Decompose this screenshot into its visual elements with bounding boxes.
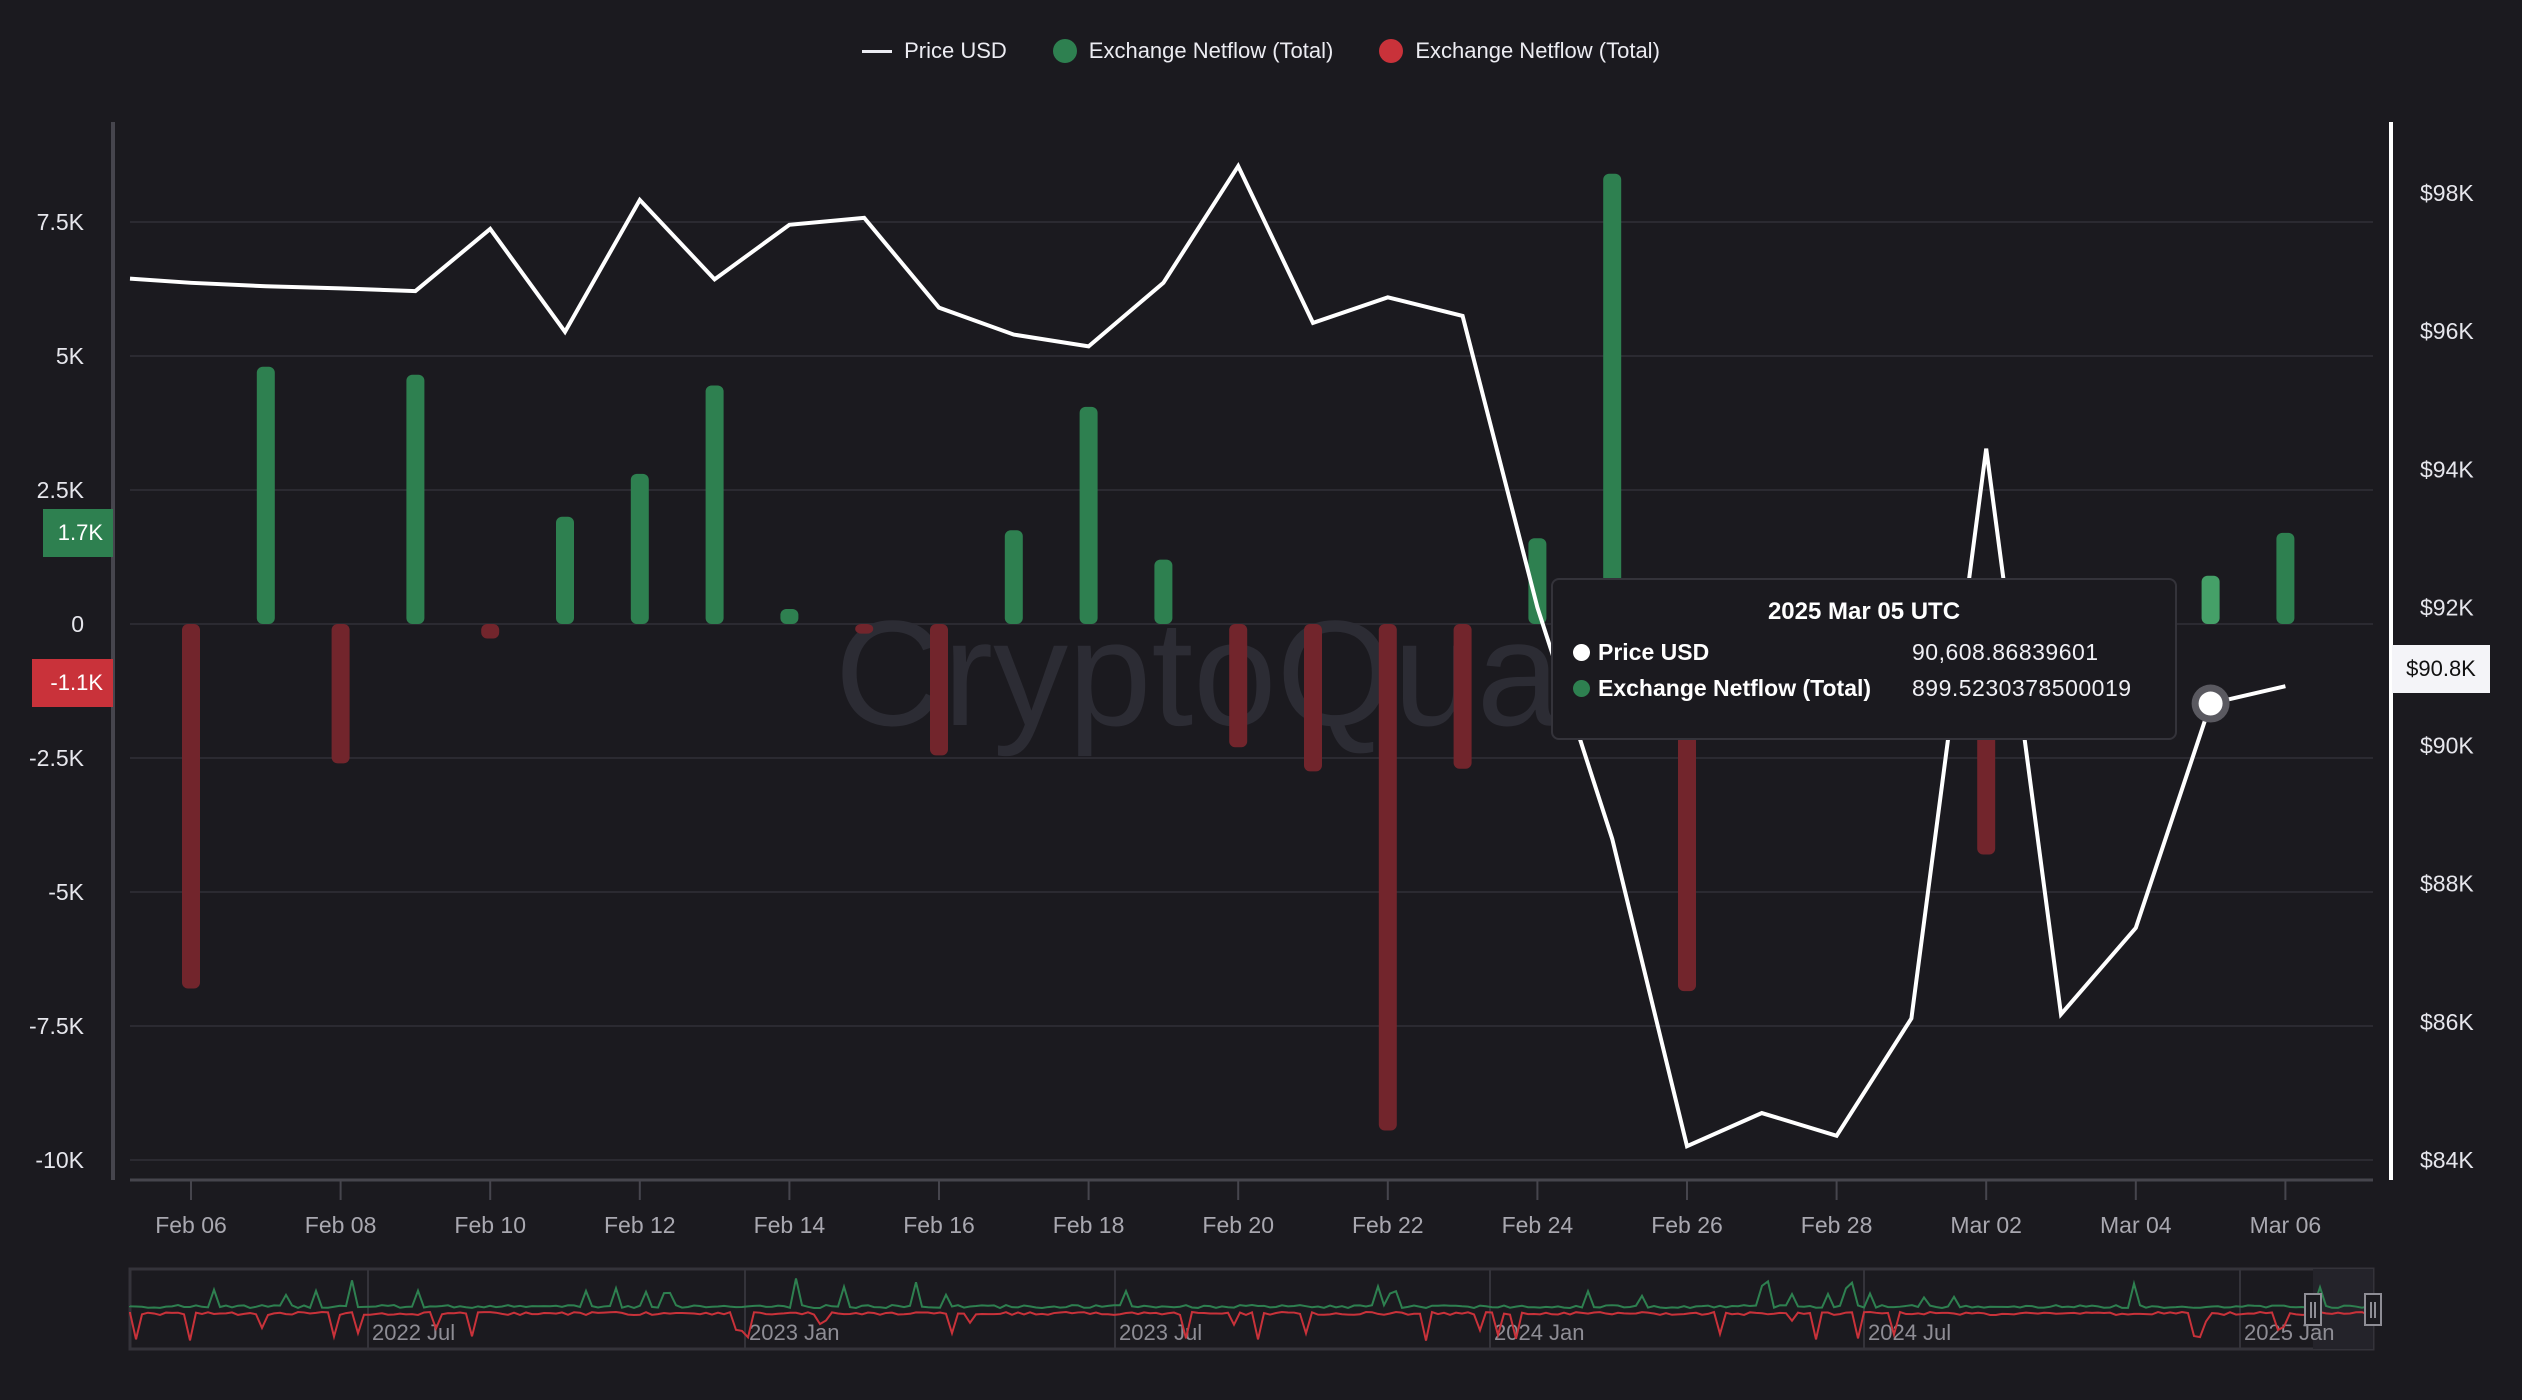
left-axis-tick-label: -2.5K	[29, 745, 85, 771]
x-axis-tick-label: Feb 08	[305, 1212, 377, 1238]
netflow-bar-positive[interactable]	[1528, 538, 1547, 624]
netflow-bar-positive[interactable]	[780, 608, 799, 624]
x-axis-tick-label: Feb 26	[1651, 1212, 1723, 1238]
right-axis-tick-label: $90K	[2420, 733, 2474, 759]
left-axis-labels: 7.5K 5K 2.5K 0 -2.5K -5K -7.5K -10K	[29, 209, 85, 1173]
price-line[interactable]	[129, 161, 2286, 1149]
legend-label: Exchange Netflow (Total)	[1415, 38, 1660, 63]
right-axis-tick-label: $86K	[2420, 1009, 2474, 1035]
tooltip-label: Exchange Netflow (Total)	[1598, 674, 1872, 701]
right-axis-tick-label: $96K	[2420, 318, 2474, 344]
right-axis-tick-label: $92K	[2420, 594, 2474, 620]
left-axis-badge-positive: 1.7K	[43, 508, 113, 557]
tooltip-value: 899.5230378500019	[1912, 674, 2132, 701]
navigator-date-label: 2022 Jul	[372, 1320, 455, 1345]
navigator-date-label: 2024 Jan	[1494, 1320, 1585, 1345]
tooltip-row-netflow: Exchange Netflow (Total) 899.52303785000…	[1573, 670, 2155, 706]
netflow-bar-negative[interactable]	[930, 624, 948, 756]
netflow-bar-negative[interactable]	[855, 624, 874, 634]
green-dot-icon	[1573, 679, 1590, 697]
netflow-bar-positive[interactable]	[1154, 559, 1173, 624]
tooltip-row-price: Price USD 90,608.86839601	[1573, 634, 2155, 670]
left-axis-tick-label: -5K	[48, 879, 84, 905]
navigator-left-handle[interactable]	[2304, 1293, 2322, 1326]
legend-label: Price USD	[904, 38, 1007, 63]
legend-item-netflow-positive[interactable]: Exchange Netflow (Total)	[1052, 38, 1334, 64]
netflow-bar-positive[interactable]	[256, 366, 275, 624]
netflow-bar-positive[interactable]	[705, 385, 724, 624]
navigator-date-label: 2023 Jan	[749, 1320, 840, 1345]
left-axis-tick-label: 2.5K	[37, 477, 85, 503]
chart-legend: Price USD Exchange Netflow (Total) Excha…	[0, 38, 2522, 64]
x-axis-tick-label: Feb 18	[1053, 1212, 1125, 1238]
navigator-frame	[128, 1267, 2375, 1351]
left-axis-badge-negative: -1.1K	[32, 658, 113, 707]
right-axis-tick-label: $84K	[2420, 1147, 2474, 1173]
legend-label: Exchange Netflow (Total)	[1088, 38, 1334, 63]
x-axis-tick-label: Feb 16	[903, 1212, 975, 1238]
legend-item-price-usd[interactable]: Price USD	[862, 38, 1007, 64]
grid-lines	[130, 221, 2373, 1161]
x-axis-tick-label: Mar 02	[1950, 1212, 2022, 1238]
red-dot-icon	[1379, 39, 1404, 63]
tooltip-date: 2025 Mar 05 UTC	[1767, 598, 1961, 625]
navigator-positive-series	[129, 1278, 2369, 1310]
green-dot-icon	[1052, 39, 1077, 63]
x-axis-tick-label: Feb 10	[454, 1212, 526, 1238]
line-swatch-icon	[862, 49, 893, 53]
navigator-right-handle[interactable]	[2364, 1293, 2382, 1326]
netflow-bar-negative[interactable]	[1229, 624, 1248, 748]
netflow-bar-positive[interactable]	[556, 516, 574, 624]
x-axis-labels: Feb 06 Feb 08 Feb 10 Feb 12 Feb 14 Feb 16 Feb …	[155, 1181, 2321, 1238]
netflow-bar-positive[interactable]	[1004, 530, 1023, 624]
tooltip-value: 90,608.86839601	[1912, 638, 2099, 665]
netflow-bar-positive[interactable]	[630, 473, 649, 624]
netflow-bar-negative[interactable]	[481, 624, 500, 639]
right-axis-tick-label: $98K	[2420, 180, 2474, 206]
left-axis-tick-label: 0	[71, 611, 84, 637]
left-axis-tick-label: -7.5K	[29, 1013, 85, 1039]
x-axis-tick-label: Feb 14	[754, 1212, 826, 1238]
netflow-bar-negative[interactable]	[1304, 624, 1322, 772]
right-axis-tick-label: $94K	[2420, 456, 2474, 482]
netflow-bar-positive[interactable]	[1603, 173, 1622, 624]
hover-tooltip: 2025 Mar 05 UTC Price USD 90,608.8683960…	[1551, 578, 2177, 740]
netflow-bar-negative[interactable]	[331, 624, 350, 764]
hover-point-marker[interactable]	[2198, 691, 2223, 716]
netflow-bar-positive[interactable]	[2276, 532, 2295, 624]
navigator-selected-range[interactable]	[2313, 1269, 2373, 1349]
price-usd-line[interactable]	[129, 161, 2286, 1149]
netflow-bar-positive[interactable]	[2201, 575, 2220, 624]
axes	[111, 122, 2393, 1182]
right-axis-tick-label: $88K	[2420, 871, 2474, 897]
x-axis-tick-label: Mar 06	[2250, 1212, 2322, 1238]
netflow-bar-negative[interactable]	[182, 624, 200, 989]
navigator-date-label: 2024 Jul	[1868, 1320, 1951, 1345]
x-axis-tick-label: Feb 20	[1202, 1212, 1274, 1238]
netflow-bar-positive[interactable]	[1079, 406, 1098, 624]
legend-item-netflow-negative[interactable]: Exchange Netflow (Total)	[1379, 38, 1660, 64]
x-axis-tick-label: Feb 22	[1352, 1212, 1424, 1238]
x-axis-tick-label: Feb 12	[604, 1212, 676, 1238]
left-axis-tick-label: 5K	[56, 343, 85, 369]
left-axis-tick-label: 7.5K	[37, 209, 85, 235]
right-axis-price-badge: $90.8K	[2392, 645, 2490, 693]
right-axis-labels: $98K $96K $94K $92K $90K $88K $86K $84K	[2420, 180, 2474, 1173]
netflow-bar-negative[interactable]	[1378, 624, 1397, 1131]
x-axis-tick-label: Mar 04	[2100, 1212, 2172, 1238]
netflow-bar-positive[interactable]	[406, 374, 425, 624]
netflow-bar-negative[interactable]	[1453, 624, 1472, 769]
tooltip-label: Price USD	[1598, 638, 1710, 665]
range-navigator[interactable]: 2022 Jul 2023 Jan 2023 Jul 2024 Jan 2024 Jul…	[128, 1267, 2382, 1351]
navigator-negative-series	[129, 1310, 2369, 1341]
white-dot-icon	[1573, 643, 1590, 661]
left-axis-tick-label: -10K	[35, 1147, 84, 1173]
x-axis-tick-label: Feb 06	[155, 1212, 227, 1238]
x-axis-tick-label: Feb 28	[1801, 1212, 1873, 1238]
x-axis-tick-label: Feb 24	[1502, 1212, 1574, 1238]
